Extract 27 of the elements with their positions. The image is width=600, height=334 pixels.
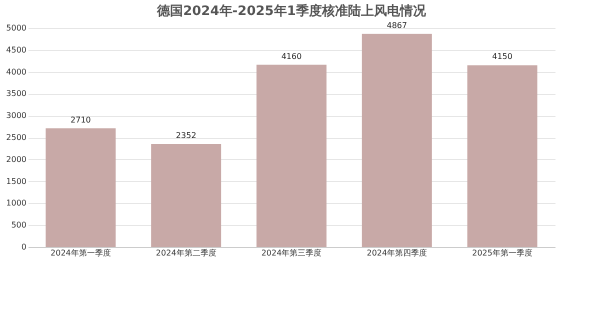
- data-label: 2710: [70, 115, 91, 124]
- x-tick-label: 2025年第一季度: [472, 248, 532, 258]
- y-tick-label: 5000: [6, 24, 26, 32]
- y-tick-label: 1500: [6, 176, 26, 186]
- y-tick-label: 4000: [6, 67, 26, 76]
- x-tick-label: 2024年第四季度: [366, 248, 428, 258]
- chart-title: 德国2024年-2025年1季度核准陆上风电情况: [156, 2, 427, 19]
- y-tick-label: 4500: [6, 45, 26, 54]
- data-label: 4160: [281, 52, 302, 61]
- x-tick-label: 2024年第二季度: [156, 248, 216, 258]
- bar: [467, 65, 538, 247]
- x-tick-label: 2024年第一季度: [50, 248, 111, 258]
- y-tick-label: 3500: [6, 89, 26, 98]
- y-tick-label: 1000: [6, 198, 26, 208]
- data-label: 4867: [386, 20, 408, 30]
- data-label: 4150: [492, 52, 512, 62]
- bar: [151, 144, 222, 247]
- y-tick-label: 2000: [6, 154, 26, 164]
- y-tick-label: 500: [11, 220, 26, 230]
- bar: [46, 128, 116, 247]
- bar: [362, 34, 432, 247]
- data-label: 2352: [176, 130, 196, 140]
- bar: [256, 64, 326, 247]
- y-tick-label: 0: [21, 242, 26, 252]
- y-tick-label: 3000: [6, 111, 26, 120]
- y-tick-label: 2500: [6, 133, 26, 142]
- x-tick-label: 2024年第三季度: [261, 248, 322, 258]
